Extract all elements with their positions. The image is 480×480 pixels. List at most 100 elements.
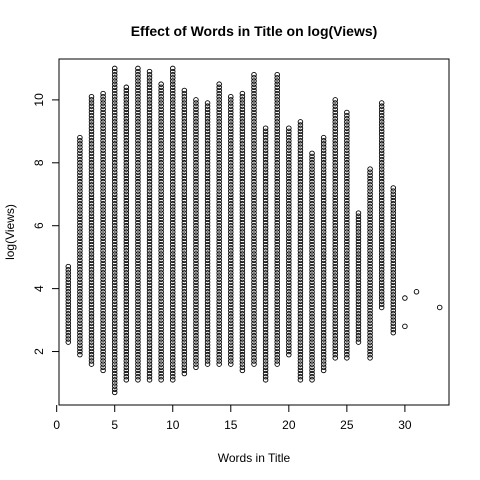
data-point — [332, 292, 339, 298]
data-point — [355, 282, 362, 289]
data-point — [169, 172, 176, 179]
data-point — [332, 342, 339, 348]
data-point — [146, 276, 153, 282]
data-point — [344, 229, 350, 235]
data-point — [216, 90, 222, 97]
data-point — [216, 191, 222, 198]
y-tick-label: 10 — [32, 93, 46, 107]
data-point — [181, 342, 188, 348]
data-point — [378, 276, 385, 282]
data-point — [390, 311, 397, 317]
data-point — [123, 270, 130, 276]
data-point — [390, 263, 397, 270]
data-point — [228, 169, 234, 175]
data-point — [344, 298, 350, 304]
data-point — [158, 219, 164, 226]
data-point — [228, 219, 234, 226]
data-point — [111, 103, 118, 109]
data-point — [344, 147, 350, 153]
data-point — [332, 213, 339, 220]
data-point — [181, 210, 188, 216]
data-point — [355, 304, 362, 311]
data-point — [135, 68, 141, 75]
data-point — [320, 241, 327, 248]
data-point — [204, 163, 211, 169]
data-point — [286, 263, 292, 270]
data-point — [181, 235, 188, 242]
data-point — [169, 282, 176, 289]
data-point — [135, 301, 141, 308]
data-point — [146, 131, 153, 138]
data-point — [111, 197, 118, 204]
data-point — [228, 323, 234, 330]
data-point — [228, 128, 234, 135]
data-point — [286, 301, 292, 308]
data-point — [135, 298, 141, 304]
data-point — [169, 166, 176, 172]
data-point — [378, 128, 385, 135]
data-point — [216, 160, 222, 166]
data-point — [77, 323, 83, 330]
data-point — [309, 197, 315, 204]
data-point — [181, 172, 188, 179]
data-point — [274, 166, 280, 172]
data-point — [309, 153, 315, 160]
data-point — [239, 172, 246, 179]
data-point — [193, 248, 199, 254]
data-point — [344, 251, 350, 257]
data-point — [135, 191, 141, 198]
data-point — [123, 178, 130, 185]
data-point — [355, 238, 362, 245]
data-point — [100, 97, 106, 103]
data-point — [77, 351, 83, 358]
data-point — [251, 292, 257, 298]
data-point — [297, 125, 304, 131]
data-point — [111, 194, 118, 201]
data-point — [204, 125, 211, 131]
data-point — [390, 307, 397, 314]
data-point — [135, 285, 141, 292]
data-point — [169, 244, 176, 251]
data-point — [135, 348, 141, 355]
data-point — [239, 166, 246, 172]
data-point — [181, 370, 188, 377]
data-point — [274, 112, 280, 119]
data-point — [239, 90, 246, 97]
data-point — [344, 260, 350, 267]
data-point — [146, 175, 153, 182]
data-point — [65, 292, 72, 298]
data-point — [77, 178, 83, 185]
data-point — [158, 301, 164, 308]
data-point — [193, 339, 199, 345]
data-point — [216, 106, 222, 113]
data-point — [228, 207, 234, 213]
data-point — [367, 307, 373, 314]
data-point — [216, 144, 222, 150]
data-point — [181, 229, 188, 235]
data-point — [378, 131, 385, 138]
data-point — [204, 172, 211, 179]
data-point — [332, 295, 339, 301]
data-point — [320, 213, 327, 220]
data-point — [239, 358, 246, 364]
data-point — [297, 185, 304, 191]
data-point — [332, 326, 339, 333]
data-point — [111, 125, 118, 131]
data-point — [77, 229, 83, 235]
data-point — [239, 323, 246, 330]
data-point — [123, 185, 130, 191]
data-point — [146, 270, 153, 276]
data-point — [251, 229, 257, 235]
data-point — [88, 333, 95, 339]
data-point — [146, 191, 153, 198]
data-point — [309, 358, 315, 364]
data-point — [100, 311, 106, 317]
data-point — [100, 326, 106, 333]
data-point — [378, 134, 385, 141]
data-point — [135, 93, 141, 100]
data-point — [228, 361, 234, 367]
data-point — [88, 200, 95, 207]
data-point — [297, 188, 304, 194]
data-point — [169, 119, 176, 125]
data-point — [251, 263, 257, 270]
